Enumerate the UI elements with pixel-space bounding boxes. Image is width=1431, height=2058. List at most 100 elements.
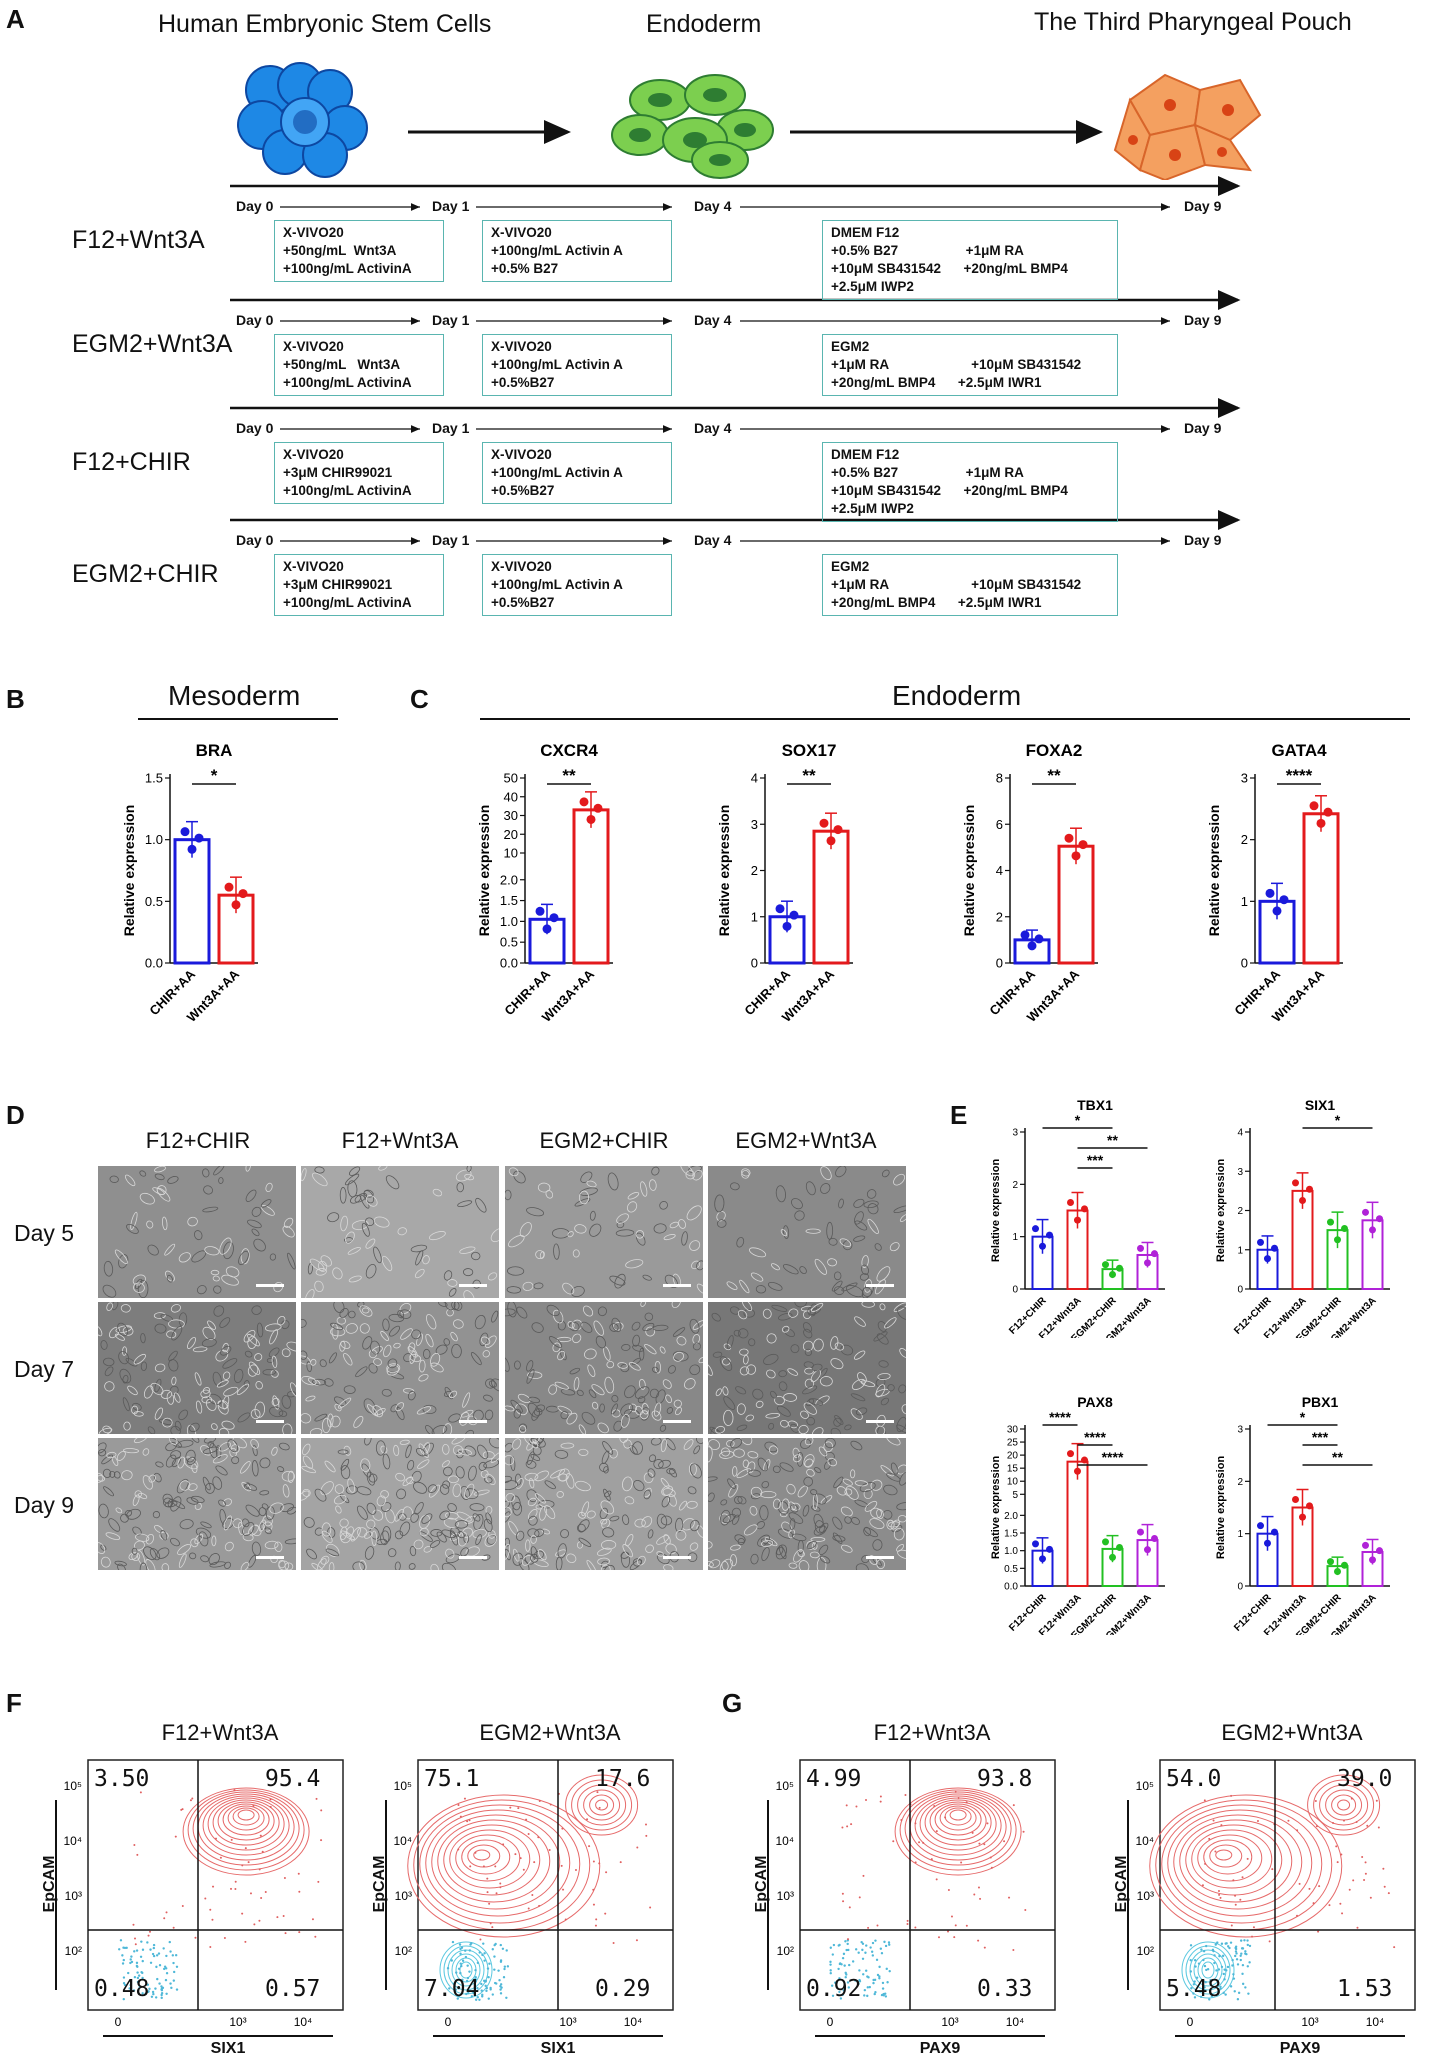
flow-event-dot — [1195, 1976, 1199, 1979]
flow-event-dot — [906, 1922, 909, 1925]
panel-letter-a: A — [6, 4, 25, 34]
flow-event-dot — [983, 1843, 986, 1846]
flow-event-dot — [135, 1949, 139, 1952]
chart-ytick-label: 10 — [504, 846, 518, 861]
flow-event-dot — [486, 1967, 490, 1970]
flow-event-dot — [1224, 1942, 1227, 1945]
flow-event-dot — [497, 1969, 500, 1972]
chart-sig-label: *** — [1312, 1429, 1329, 1445]
flow-event-dot — [133, 1950, 136, 1953]
flow-event-dot — [314, 1935, 317, 1938]
flow-event-dot — [1252, 1926, 1255, 1929]
chart-replicate-point — [1039, 1242, 1046, 1250]
chart-replicate-point — [789, 910, 799, 920]
flow-event-dot — [879, 1800, 882, 1803]
flow-xtick-label: 10⁴ — [1006, 2015, 1025, 2029]
flow-event-dot — [957, 1797, 960, 1800]
protocol-day-label: Day 9 — [1184, 312, 1222, 328]
flow-contour — [192, 1791, 300, 1866]
flow-event-dot — [1234, 1903, 1237, 1906]
flow-event-dot — [465, 1992, 468, 1996]
flow-event-dot — [1208, 1998, 1211, 2001]
protocol-day-label: Day 4 — [694, 198, 732, 214]
flow-event-dot — [914, 1861, 917, 1864]
flow-contour — [212, 1799, 280, 1846]
flow-event-dot — [1315, 1825, 1318, 1828]
flow-event-dot — [156, 1977, 159, 1981]
flow-event-dot — [1241, 1947, 1245, 1950]
flow-contour — [589, 1794, 615, 1816]
chart-sig-label: * — [1300, 1409, 1306, 1425]
chart-replicate-point — [1271, 1244, 1278, 1252]
flow-event-dot — [983, 1946, 986, 1949]
flow-contour — [437, 1819, 551, 1903]
chart-replicate-point — [1292, 1179, 1299, 1187]
flow-event-dot — [230, 1838, 233, 1841]
chart-ylabel: Relative expression — [1215, 1159, 1227, 1263]
flow-event-dot — [592, 1888, 595, 1891]
flow-plot-title: F12+Wnt3A — [161, 1720, 279, 1745]
flow-event-dot — [144, 1992, 147, 1995]
mesoderm-header: Mesoderm — [168, 680, 301, 711]
flow-event-dot — [845, 1804, 848, 1807]
flow-event-dot — [935, 1830, 938, 1833]
protocol-day-label: Day 9 — [1184, 532, 1222, 548]
flow-event-dot — [474, 1851, 477, 1854]
flow-event-dot — [140, 1970, 143, 1974]
protocol-timelines — [230, 176, 1241, 545]
protocol-box-day4: DMEM F12 +0.5% B27 +1μM RA +10μM SB43154… — [822, 442, 1118, 522]
chart-replicate-point — [1102, 1261, 1109, 1269]
flow-event-dot — [493, 1955, 496, 1958]
flow-event-dot — [482, 1942, 485, 1945]
flow-contour — [473, 1849, 491, 1861]
flow-event-dot — [1239, 1939, 1243, 1942]
flow-event-dot — [829, 1963, 832, 1966]
flow-contour — [1337, 1799, 1351, 1811]
chart-title: SOX17 — [782, 741, 837, 760]
flow-event-dot — [320, 1839, 323, 1842]
flow-event-dot — [119, 1939, 123, 1942]
scale-bar — [866, 1284, 894, 1287]
flow-event-dot — [830, 1984, 834, 1987]
chart-replicate-point — [586, 814, 596, 824]
flow-event-dot — [950, 1915, 953, 1918]
chart-ytick-label: 6 — [996, 817, 1003, 832]
chart-ytick-label: 3 — [751, 817, 758, 832]
chart-replicate-point — [1257, 1238, 1264, 1246]
flow-event-dot — [954, 1790, 957, 1793]
chart-ytick-label: 3 — [1237, 1425, 1243, 1436]
flow-event-dot — [965, 1924, 968, 1927]
flow-event-dot — [458, 1943, 462, 1946]
flow-event-dot — [864, 1951, 867, 1954]
flow-event-dot — [1233, 1990, 1236, 1993]
flow-event-dot — [1189, 1959, 1192, 1962]
flow-plot: 10⁵ 10⁴ 10³ 10² 0 10³ 10⁴ — [55, 1759, 344, 2037]
flow-quadrant-value: 39.0 — [1337, 1766, 1393, 1792]
flow-event-dot — [486, 1877, 489, 1880]
micrograph-image — [708, 1166, 906, 1298]
chart-ytick-label: 1 — [1241, 894, 1248, 909]
chart-ylabel: Relative expression — [121, 805, 137, 937]
flow-event-dot — [844, 1940, 847, 1943]
flow-event-dot — [858, 1896, 861, 1899]
panel-letter-d: D — [6, 1100, 25, 1130]
flow-contour — [407, 1794, 601, 1938]
panel-letter-f: F — [6, 1688, 22, 1718]
flow-event-dot — [1228, 1946, 1231, 1950]
flow-event-dot — [499, 1886, 502, 1889]
chart-ytick-label: 30 — [1007, 1425, 1019, 1436]
flow-quadrant-value: 0.92 — [806, 1976, 862, 2002]
flow-event-dot — [455, 1971, 458, 1974]
flow-event-dot — [129, 1979, 132, 1983]
flow-event-dot — [867, 1926, 870, 1929]
flow-event-dot — [152, 1946, 156, 1950]
flow-event-dot — [163, 1917, 166, 1920]
flow-ytick-label: 10⁴ — [63, 1834, 82, 1848]
chart-ytick-label: 50 — [504, 771, 518, 786]
flow-event-dot — [484, 1984, 487, 1988]
chart-ytick-label: 4 — [996, 863, 1003, 878]
flow-contour — [583, 1789, 621, 1821]
flow-xtick-label: 10⁴ — [624, 2015, 643, 2029]
chart-ylabel: Relative expression — [476, 805, 492, 937]
flow-event-dot — [191, 1797, 194, 1800]
